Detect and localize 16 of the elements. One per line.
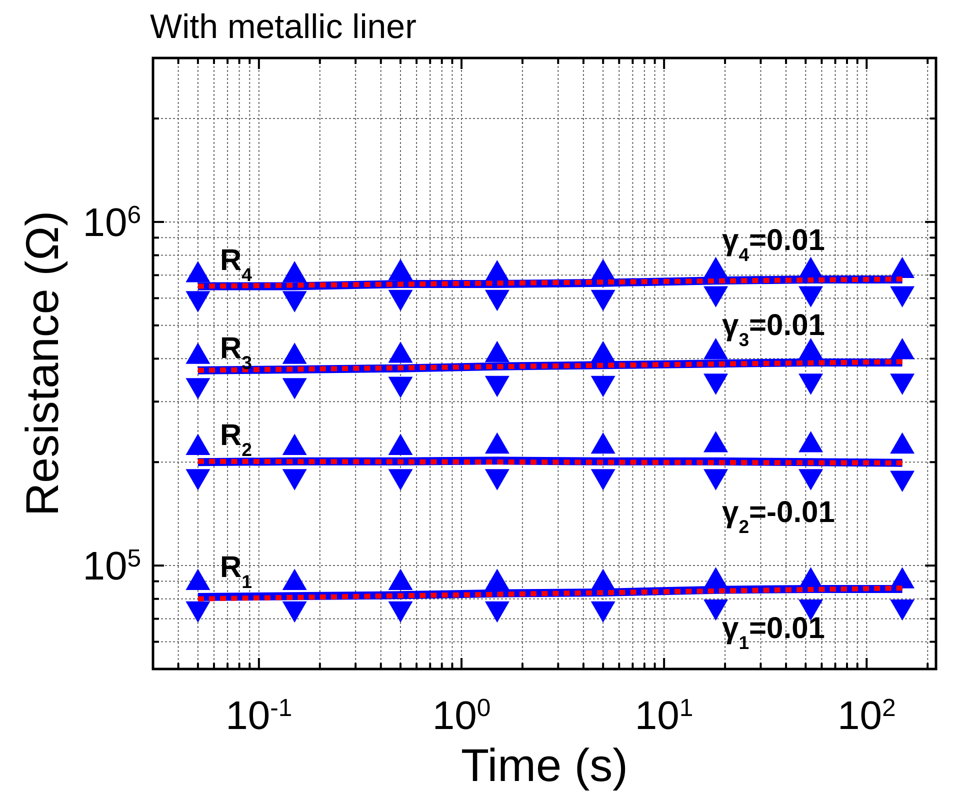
x-tick-label: 10$^{0}$ [432,694,491,738]
annotation: γ$_{2}$=-0.01 [722,496,835,536]
annotation: γ$_{3}$=0.01 [722,309,825,350]
y-axis-title: Resistance (Ω) [16,210,68,516]
x-axis-title: Time (s) [461,739,628,791]
annotation: R$_{4}$ [220,244,253,284]
x-tick-label: 10$^{2}$ [837,694,896,738]
y-tick-label: 10$^{5}$ [82,544,141,589]
annotation: R$_{2}$ [220,419,252,460]
x-tick-label: 10$^{1}$ [634,694,694,738]
annotation: γ$_{4}$=0.01 [722,224,825,264]
chart-title: With metallic liner [150,8,416,46]
annotation: γ$_{1}$=0.01 [722,612,825,652]
y-tick-label: 10$^{6}$ [82,200,141,245]
annotation: R$_{1}$ [220,551,252,592]
x-tick-label: 10$^{-1}$ [226,694,292,738]
